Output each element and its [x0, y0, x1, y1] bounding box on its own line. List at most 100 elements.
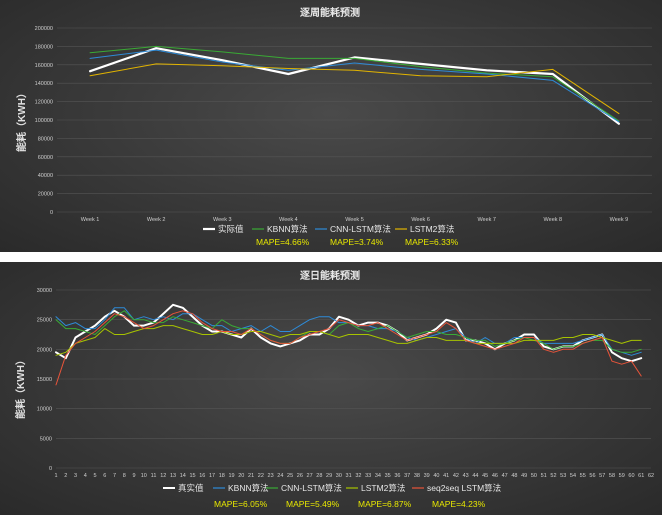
x-tick-label: 14	[180, 473, 186, 479]
x-tick-label: 16	[199, 473, 205, 479]
mape-cnn-lstm: MAPE=3.74%	[330, 237, 384, 247]
y-tick-label: 160000	[35, 63, 53, 69]
x-tick-label: 1	[54, 473, 57, 479]
x-tick-label: 42	[453, 473, 459, 479]
y-tick-label: 40000	[38, 173, 53, 179]
x-tick-label: 3	[74, 473, 77, 479]
chart-title: 逐周能耗预测	[300, 6, 360, 19]
x-tick-label: 49	[521, 473, 527, 479]
x-tick-label: 15	[189, 473, 195, 479]
y-tick-label: 20000	[37, 347, 52, 353]
legend-lstm2: LSTM2算法	[410, 224, 454, 234]
y-tick-label: 0	[50, 210, 53, 216]
legend-cnn-lstm: CNN-LSTM算法	[281, 483, 342, 493]
x-tick-label: Week 8	[544, 217, 563, 223]
x-tick-label: 43	[463, 473, 469, 479]
mape-lstm2: MAPE=6.87%	[358, 499, 412, 509]
y-tick-label: 10000	[37, 407, 52, 413]
x-tick-label: Week 1	[81, 217, 100, 223]
x-tick-label: 38	[414, 473, 420, 479]
series-line-3	[55, 325, 642, 356]
x-tick-label: 44	[472, 473, 478, 479]
x-tick-label: 8	[123, 473, 126, 479]
legend-kbnn: KBNN算法	[228, 483, 269, 493]
mape-lstm2: MAPE=6.33%	[405, 237, 459, 247]
mape-kbnn: MAPE=4.66%	[256, 237, 310, 247]
y-tick-label: 15000	[37, 377, 52, 383]
daily-chart-panel: 逐日能耗预测 能耗（KWH） 0 5000 10000 15000 20000 25000…	[0, 262, 662, 515]
x-tick-label: 62	[648, 473, 654, 479]
x-tick-label: 23	[268, 473, 274, 479]
x-tick-label: Week 2	[147, 217, 166, 223]
series-line-2	[89, 49, 620, 123]
x-tick-label: 26	[297, 473, 303, 479]
x-tick-label: Week 3	[213, 217, 232, 223]
x-tick-label: 21	[248, 473, 254, 479]
x-tick-label: 6	[103, 473, 106, 479]
x-tick-label: 56	[589, 473, 595, 479]
x-tick-label: 5	[93, 473, 96, 479]
x-tick-label: 18	[219, 473, 225, 479]
x-tick-label: 9	[133, 473, 136, 479]
y-tick-label: 100000	[35, 118, 53, 124]
y-axis-label: 能耗（KWH）	[15, 88, 28, 152]
x-tick-label: 11	[151, 473, 157, 479]
x-tick-label: 57	[599, 473, 605, 479]
x-tick-label: 55	[580, 473, 586, 479]
x-tick-label: 48	[511, 473, 517, 479]
x-tick-label: 10	[141, 473, 147, 479]
y-tick-label: 30000	[37, 288, 52, 294]
x-tick-label: 24	[277, 473, 283, 479]
x-tick-label: 13	[170, 473, 176, 479]
x-tick-label: Week 6	[411, 217, 430, 223]
x-tick-label: 35	[385, 473, 391, 479]
y-tick-label: 140000	[35, 81, 53, 87]
legend-kbnn: KBNN算法	[267, 224, 308, 234]
x-tick-label: 2	[64, 473, 67, 479]
legend: 真实值 KBNN算法 CNN-LSTM算法 LSTM2算法 seq2seq LS…	[163, 483, 501, 493]
x-tick-label: 17	[209, 473, 215, 479]
y-tick-label: 120000	[35, 100, 53, 106]
x-tick-label: 19	[229, 473, 235, 479]
x-tick-label: 59	[619, 473, 625, 479]
series-line-1	[55, 307, 642, 356]
x-tick-label: 41	[443, 473, 449, 479]
x-tick-label: 40	[433, 473, 439, 479]
x-tick-label: 54	[570, 473, 576, 479]
legend-lstm2: LSTM2算法	[361, 483, 405, 493]
x-tick-label: 22	[258, 473, 264, 479]
x-tick-label: 7	[113, 473, 116, 479]
mape-seq2seq: MAPE=4.23%	[432, 499, 486, 509]
x-tick-label: 32	[355, 473, 361, 479]
x-tick-label: 46	[492, 473, 498, 479]
series-line-1	[89, 45, 620, 122]
weekly-chart-panel: 逐周能耗预测 能耗（KWH） 0 20000 40000 60000 80000 1000…	[0, 0, 662, 252]
x-tick-label: 36	[394, 473, 400, 479]
x-tick-label: 50	[531, 473, 537, 479]
y-tick-label: 5000	[40, 436, 52, 442]
y-tick-label: 60000	[38, 155, 53, 161]
x-tick-label: 31	[346, 473, 352, 479]
x-tick-label: 34	[375, 473, 381, 479]
x-tick-label: Week 7	[477, 217, 496, 223]
y-tick-label: 20000	[38, 192, 53, 198]
x-tick-label: 29	[326, 473, 332, 479]
chart-title: 逐日能耗预测	[300, 269, 360, 282]
legend-seq2seq: seq2seq LSTM算法	[427, 483, 501, 493]
y-tick-label: 0	[49, 466, 52, 472]
x-tick-label: 33	[365, 473, 371, 479]
x-tick-label: 12	[160, 473, 166, 479]
x-tick-label: 47	[502, 473, 508, 479]
x-tick-label: 39	[424, 473, 430, 479]
x-tick-label: Week 5	[345, 217, 364, 223]
x-tick-label: 27	[307, 473, 313, 479]
series-line-4	[55, 310, 642, 386]
x-tick-label: 58	[609, 473, 615, 479]
y-axis-label: 能耗（KWH）	[14, 355, 27, 419]
x-tick-label: 25	[287, 473, 293, 479]
daily-energy-chart: 逐日能耗预测 能耗（KWH） 0 5000 10000 15000 20000 25000…	[14, 269, 654, 509]
x-tick-label: 4	[84, 473, 87, 479]
x-tick-label: 20	[238, 473, 244, 479]
x-tick-label: Week 9	[610, 217, 629, 223]
x-tick-label: Week 4	[279, 217, 298, 223]
